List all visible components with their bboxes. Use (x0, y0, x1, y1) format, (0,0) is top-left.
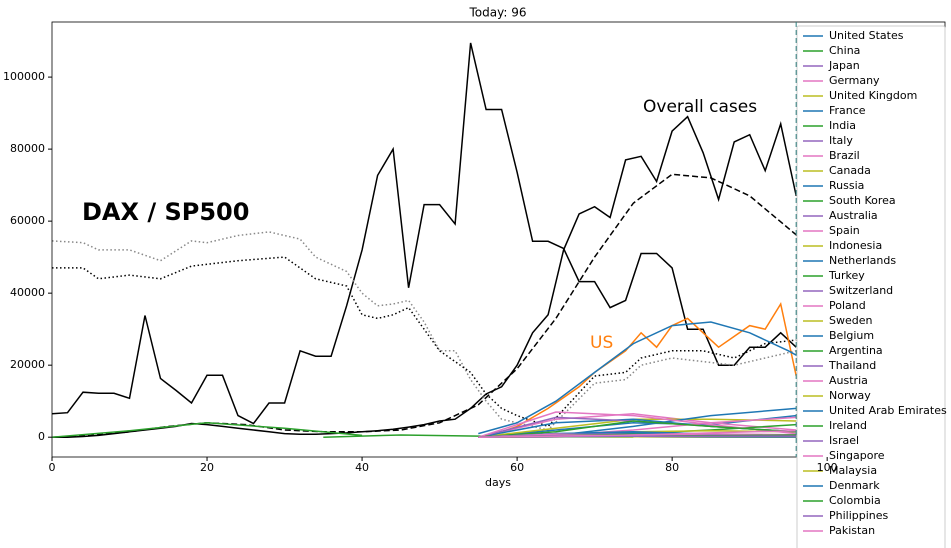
x-tick-label: 80 (665, 461, 679, 474)
legend-label: Sweden (829, 314, 872, 327)
series-line (52, 422, 363, 438)
y-tick-label: 80000 (10, 142, 45, 155)
legend-label: Singapore (829, 449, 885, 462)
legend-label: Austria (829, 374, 868, 387)
legend-label: United Kingdom (829, 89, 917, 102)
legend-label: South Korea (829, 194, 896, 207)
series-line (485, 302, 797, 438)
legend-label: Germany (829, 74, 880, 87)
legend-label: Russia (829, 179, 864, 192)
legend-label: China (829, 44, 860, 57)
series-line (52, 256, 797, 428)
legend-label: Pakistan (829, 524, 875, 537)
legend-label: Poland (829, 299, 866, 312)
legend-label: India (829, 119, 856, 132)
x-tick-label: 60 (510, 461, 524, 474)
legend-label: Japan (828, 59, 860, 72)
legend-label: Philippines (829, 509, 889, 522)
legend-label: Argentina (829, 344, 883, 357)
series-line (478, 429, 797, 438)
legend: United States China Japan Germany United Kin… (796, 25, 947, 548)
series-line (478, 420, 797, 438)
legend-label: United States (829, 29, 904, 42)
legend-label: Australia (829, 209, 878, 222)
x-tick-label: 20 (200, 461, 214, 474)
annotation: US (590, 333, 613, 353)
series-line (478, 413, 797, 438)
legend-label: Canada (829, 164, 871, 177)
legend-label: Italy (829, 134, 853, 147)
legend-label: Belgium (829, 329, 874, 342)
legend-label: Turkey (828, 269, 865, 282)
legend-label: Norway (829, 389, 871, 402)
y-tick-label: 20000 (10, 358, 45, 371)
legend-label: Colombia (829, 494, 881, 507)
legend-label: Denmark (829, 479, 880, 492)
legend-label: Brazil (829, 149, 860, 162)
legend-label: Spain (829, 224, 860, 237)
legend-label: Thailand (828, 359, 876, 372)
series-line (52, 115, 797, 438)
legend-label: Indonesia (829, 239, 882, 252)
legend-label: Ireland (829, 419, 867, 432)
x-tick-label: 100 (817, 461, 838, 474)
y-tick-label: 40000 (10, 286, 45, 299)
legend-label: France (829, 104, 866, 117)
x-tick-label: 0 (49, 461, 56, 474)
annotation: DAX / SP500 (82, 198, 249, 226)
x-tick-label: 40 (355, 461, 369, 474)
y-tick-label: 60000 (10, 214, 45, 227)
legend-label: Israel (829, 434, 859, 447)
y-tick-label: 100000 (3, 70, 45, 83)
series-line (52, 42, 797, 425)
legend-label: Netherlands (829, 254, 896, 267)
legend-label: Malaysia (829, 464, 877, 477)
legend-box (796, 25, 946, 548)
x-axis-label: days (485, 476, 511, 489)
chart-title: Today: 96 (469, 6, 527, 20)
legend-label: United Arab Emirates (829, 404, 947, 417)
legend-label: Switzerland (829, 284, 893, 297)
annotation: Overall cases (643, 97, 757, 117)
series-line (52, 231, 797, 431)
y-tick-label: 0 (38, 430, 45, 443)
